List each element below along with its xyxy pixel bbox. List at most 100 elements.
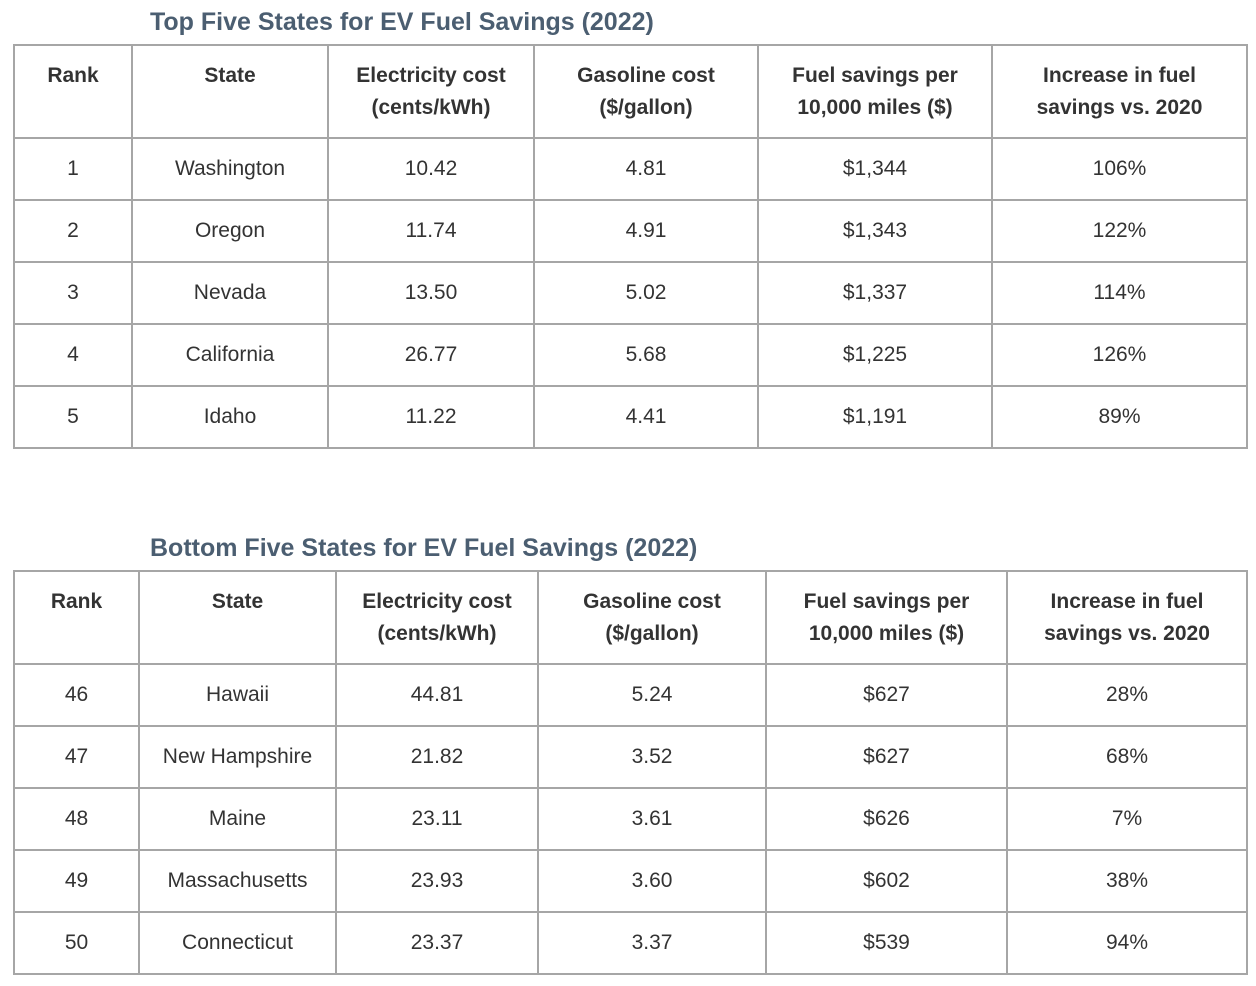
cell-electricity-cost: 23.37 — [335, 911, 539, 975]
cell-electricity-cost: 11.74 — [327, 199, 535, 263]
column-header-electricity-cost: Electricity cost (cents/kWh) — [335, 570, 539, 665]
header-line: State — [204, 64, 256, 87]
cell-electricity-cost: 23.11 — [335, 787, 539, 851]
cell-fuel-savings: $539 — [765, 911, 1008, 975]
table-row: 4 California 26.77 5.68 $1,225 126% — [13, 323, 1248, 387]
cell-fuel-savings: $626 — [765, 787, 1008, 851]
column-header-increase-in-savings: Increase in fuel savings vs. 2020 — [1006, 570, 1248, 665]
header-line: Gasoline cost — [577, 64, 715, 87]
cell-state: Hawaii — [138, 663, 337, 727]
cell-increase-in-savings: 106% — [991, 137, 1248, 201]
table-row: 2 Oregon 11.74 4.91 $1,343 122% — [13, 199, 1248, 263]
table-row: 47 New Hampshire 21.82 3.52 $627 68% — [13, 725, 1248, 789]
cell-state: Massachusetts — [138, 849, 337, 913]
header-line: Increase in fuel — [1050, 590, 1204, 613]
column-header-rank: Rank — [13, 44, 133, 139]
table-row: 1 Washington 10.42 4.81 $1,344 106% — [13, 137, 1248, 201]
header-line: State — [211, 590, 264, 613]
header-line: savings vs. 2020 — [1044, 622, 1210, 645]
cell-gasoline-cost: 3.37 — [537, 911, 767, 975]
cell-rank: 50 — [13, 911, 140, 975]
cell-increase-in-savings: 28% — [1006, 663, 1248, 727]
cell-rank: 48 — [13, 787, 140, 851]
cell-fuel-savings: $1,344 — [757, 137, 993, 201]
cell-electricity-cost: 23.93 — [335, 849, 539, 913]
column-header-electricity-cost: Electricity cost (cents/kWh) — [327, 44, 535, 139]
cell-rank: 5 — [13, 385, 133, 449]
cell-gasoline-cost: 4.81 — [533, 137, 759, 201]
cell-fuel-savings: $1,337 — [757, 261, 993, 325]
cell-state: Maine — [138, 787, 337, 851]
cell-increase-in-savings: 68% — [1006, 725, 1248, 789]
column-header-rank: Rank — [13, 570, 140, 665]
cell-rank: 3 — [13, 261, 133, 325]
header-line: (cents/kWh) — [377, 622, 497, 645]
header-row: Rank State Electricity cost (cents/kWh) Gaso… — [13, 44, 1248, 139]
cell-increase-in-savings: 89% — [991, 385, 1248, 449]
cell-state: Washington — [131, 137, 329, 201]
cell-electricity-cost: 11.22 — [327, 385, 535, 449]
cell-state: Connecticut — [138, 911, 337, 975]
cell-rank: 47 — [13, 725, 140, 789]
table-row: 5 Idaho 11.22 4.41 $1,191 89% — [13, 385, 1248, 449]
cell-fuel-savings: $1,225 — [757, 323, 993, 387]
header-line: 10,000 miles ($) — [797, 96, 953, 119]
cell-increase-in-savings: 94% — [1006, 911, 1248, 975]
cell-gasoline-cost: 4.41 — [533, 385, 759, 449]
cell-gasoline-cost: 5.02 — [533, 261, 759, 325]
cell-state: Nevada — [131, 261, 329, 325]
cell-electricity-cost: 13.50 — [327, 261, 535, 325]
header-line: Rank — [50, 590, 103, 613]
header-line: Fuel savings per — [803, 590, 970, 613]
table-row: 3 Nevada 13.50 5.02 $1,337 114% — [13, 261, 1248, 325]
top-table-title: Top Five States for EV Fuel Savings (202… — [150, 8, 654, 36]
cell-electricity-cost: 10.42 — [327, 137, 535, 201]
header-row: Rank State Electricity cost (cents/kWh) Gaso… — [13, 570, 1248, 665]
column-header-state: State — [131, 44, 329, 139]
column-header-fuel-savings: Fuel savings per 10,000 miles ($) — [757, 44, 993, 139]
cell-gasoline-cost: 5.68 — [533, 323, 759, 387]
column-header-fuel-savings: Fuel savings per 10,000 miles ($) — [765, 570, 1008, 665]
header-line: Gasoline cost — [583, 590, 721, 613]
cell-rank: 2 — [13, 199, 133, 263]
header-line: Rank — [47, 64, 99, 87]
cell-rank: 1 — [13, 137, 133, 201]
top-five-states-table: Rank State Electricity cost (cents/kWh) Gaso… — [13, 44, 1248, 449]
cell-electricity-cost: 26.77 — [327, 323, 535, 387]
cell-state: New Hampshire — [138, 725, 337, 789]
header-line: (cents/kWh) — [371, 96, 491, 119]
header-line: Electricity cost — [356, 64, 506, 87]
cell-fuel-savings: $627 — [765, 725, 1008, 789]
bottom-table-title: Bottom Five States for EV Fuel Savings (… — [150, 534, 698, 562]
column-header-increase-in-savings: Increase in fuel savings vs. 2020 — [991, 44, 1248, 139]
cell-gasoline-cost: 5.24 — [537, 663, 767, 727]
header-line: 10,000 miles ($) — [808, 622, 965, 645]
header-line: Fuel savings per — [792, 64, 958, 87]
cell-state: Idaho — [131, 385, 329, 449]
cell-rank: 4 — [13, 323, 133, 387]
cell-rank: 49 — [13, 849, 140, 913]
cell-electricity-cost: 44.81 — [335, 663, 539, 727]
cell-increase-in-savings: 126% — [991, 323, 1248, 387]
cell-fuel-savings: $1,191 — [757, 385, 993, 449]
cell-fuel-savings: $1,343 — [757, 199, 993, 263]
table-row: 49 Massachusetts 23.93 3.60 $602 38% — [13, 849, 1248, 913]
header-line: Increase in fuel — [1043, 64, 1196, 87]
column-header-gasoline-cost: Gasoline cost ($/gallon) — [537, 570, 767, 665]
column-header-state: State — [138, 570, 337, 665]
cell-state: Oregon — [131, 199, 329, 263]
bottom-five-states-table: Rank State Electricity cost (cents/kWh) Gaso… — [13, 570, 1248, 975]
cell-increase-in-savings: 7% — [1006, 787, 1248, 851]
cell-electricity-cost: 21.82 — [335, 725, 539, 789]
cell-gasoline-cost: 3.61 — [537, 787, 767, 851]
cell-rank: 46 — [13, 663, 140, 727]
column-header-gasoline-cost: Gasoline cost ($/gallon) — [533, 44, 759, 139]
header-line: ($/gallon) — [605, 622, 699, 645]
cell-fuel-savings: $602 — [765, 849, 1008, 913]
cell-gasoline-cost: 4.91 — [533, 199, 759, 263]
header-line: Electricity cost — [362, 590, 512, 613]
cell-fuel-savings: $627 — [765, 663, 1008, 727]
cell-increase-in-savings: 122% — [991, 199, 1248, 263]
table-row: 50 Connecticut 23.37 3.37 $539 94% — [13, 911, 1248, 975]
header-line: ($/gallon) — [599, 96, 693, 119]
